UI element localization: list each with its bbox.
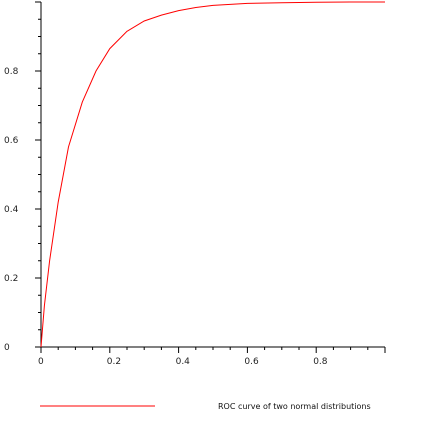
series-lines bbox=[40, 1, 385, 348]
x-tick-label: 0.4 bbox=[176, 357, 191, 367]
x-tick-label: 0 bbox=[38, 357, 44, 367]
axis-ticks: 0 0.2 0.4 0.6 0.8 0 0.2 0.4 0.6 0.8 bbox=[4, 1, 386, 367]
x-tick-label: 0.2 bbox=[107, 357, 121, 367]
legend-label: ROC curve of two normal distributions bbox=[218, 402, 371, 411]
x-tick-label: 0.6 bbox=[244, 357, 259, 367]
legend: ROC curve of two normal distributions bbox=[40, 402, 371, 411]
x-tick-label: 0.8 bbox=[313, 357, 328, 367]
roc-curve-line bbox=[40, 1, 385, 348]
y-tick-label: 0 bbox=[4, 343, 10, 353]
y-tick-label: 0.4 bbox=[4, 205, 19, 215]
y-tick-label: 0.6 bbox=[4, 136, 19, 146]
y-tick-label: 0.8 bbox=[4, 67, 19, 77]
axes bbox=[40, 2, 385, 348]
y-tick-label: 0.2 bbox=[4, 274, 18, 284]
